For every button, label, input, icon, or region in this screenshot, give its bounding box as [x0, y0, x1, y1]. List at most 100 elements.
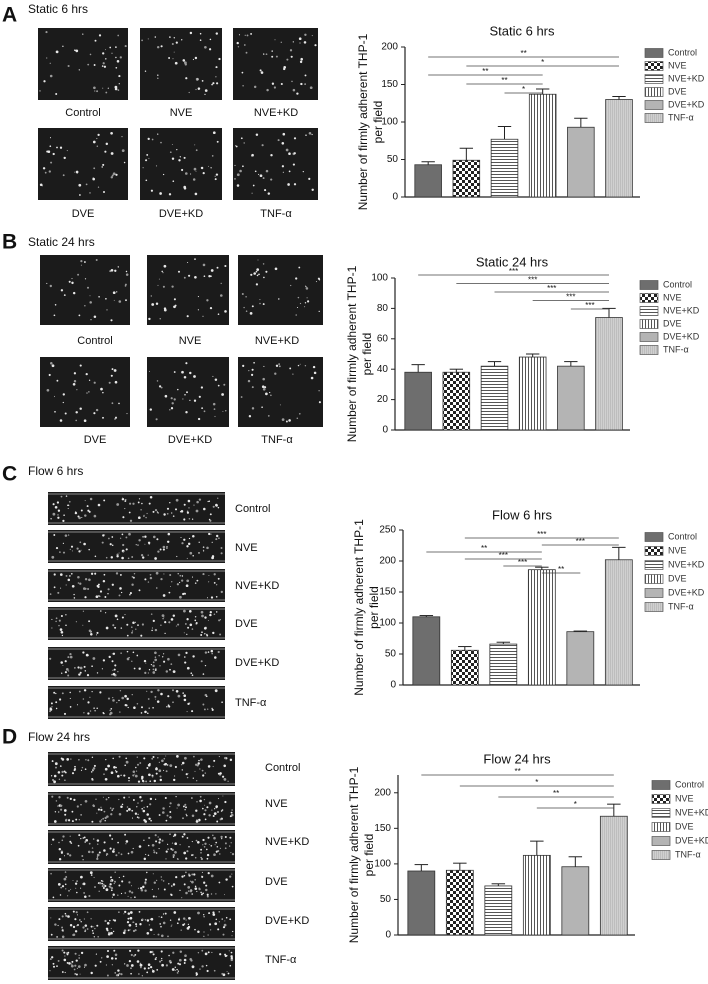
cell-speck: [151, 775, 154, 778]
significance-label: ***: [547, 284, 556, 293]
cell-speck: [69, 835, 71, 837]
cell-speck: [298, 412, 301, 415]
legend-swatch: [644, 61, 664, 71]
cell-speck: [172, 856, 175, 858]
cell-speck: [114, 957, 117, 960]
cell-speck: [144, 878, 147, 881]
cell-speck: [182, 398, 184, 400]
image-label: DVE: [235, 618, 258, 630]
cell-speck: [171, 402, 174, 405]
cell-speck: [57, 959, 60, 962]
micrograph-background: [233, 128, 318, 200]
cell-speck: [163, 264, 167, 268]
cell-speck: [134, 812, 138, 815]
cell-speck: [261, 385, 265, 388]
cell-speck: [116, 774, 120, 778]
cell-speck: [84, 895, 87, 899]
cell-speck: [68, 962, 71, 965]
cell-speck: [145, 853, 147, 855]
cell-speck: [159, 923, 162, 925]
cell-speck: [152, 755, 155, 759]
cell-speck: [143, 515, 145, 517]
cell-speck: [203, 845, 206, 848]
cell-speck: [168, 883, 170, 885]
cell-speck: [184, 394, 186, 396]
cell-speck: [143, 857, 147, 861]
cell-speck: [201, 965, 204, 968]
cell-speck: [78, 516, 81, 520]
cell-speck: [181, 542, 184, 545]
cell-speck: [245, 296, 247, 298]
cell-speck: [259, 69, 262, 72]
cell-speck: [278, 363, 280, 365]
cell-speck: [77, 844, 80, 847]
cell-speck: [66, 852, 70, 856]
cell-speck: [65, 876, 68, 878]
significance-label: ***: [499, 551, 508, 560]
cell-speck: [214, 922, 218, 926]
panel-letter: B: [2, 231, 17, 254]
cell-speck: [78, 314, 81, 317]
cell-speck: [224, 310, 227, 313]
cell-speck: [84, 768, 87, 771]
cell-speck: [213, 836, 216, 840]
cell-speck: [104, 919, 107, 923]
cell-speck: [110, 813, 113, 816]
cell-speck: [188, 846, 190, 848]
cell-speck: [212, 82, 215, 85]
cell-speck: [163, 769, 165, 771]
cell-speck: [146, 919, 150, 922]
cell-speck: [203, 410, 206, 413]
cell-speck: [211, 83, 213, 86]
cell-speck: [217, 577, 220, 580]
cell-speck: [157, 888, 160, 890]
cell-speck: [84, 577, 88, 581]
cell-speck: [138, 911, 141, 913]
cell-speck: [225, 916, 228, 919]
cell-speck: [183, 923, 186, 925]
bar: [527, 569, 556, 686]
cell-speck: [84, 929, 87, 932]
cell-speck: [82, 33, 84, 35]
cell-speck: [110, 957, 114, 960]
cell-speck: [111, 673, 113, 676]
cell-speck: [153, 779, 157, 783]
cell-speck: [180, 536, 182, 539]
y-axis-label: Number of firmly adherent THP-1: [356, 33, 370, 210]
cell-speck: [217, 497, 219, 499]
cell-speck: [111, 544, 114, 547]
bar: [484, 885, 513, 936]
cell-speck: [177, 270, 181, 273]
cell-speck: [251, 305, 254, 308]
cell-speck: [122, 516, 125, 519]
cell-speck: [141, 918, 144, 921]
cell-speck: [81, 516, 83, 519]
cell-speck: [201, 875, 204, 878]
significance-label: **: [482, 67, 488, 76]
cell-speck: [64, 955, 66, 957]
cell-speck: [179, 843, 181, 846]
cell-speck: [255, 270, 258, 273]
cell-speck: [58, 778, 61, 781]
cell-speck: [77, 582, 80, 584]
cell-speck: [78, 819, 80, 821]
cell-speck: [208, 923, 212, 926]
error-bar: [449, 368, 464, 373]
cell-speck: [55, 50, 59, 54]
cell-speck: [191, 893, 193, 895]
cell-speck: [46, 57, 48, 59]
cell-speck: [93, 876, 95, 879]
bar: [566, 631, 595, 686]
cell-speck: [59, 419, 63, 422]
cell-speck: [194, 856, 197, 859]
cell-speck: [55, 92, 58, 96]
cell-speck: [118, 911, 120, 913]
cell-speck: [122, 497, 124, 499]
cell-speck: [124, 500, 127, 502]
cell-speck: [280, 82, 283, 86]
cell-speck: [65, 495, 68, 497]
legend-label: DVE+KD: [663, 331, 700, 341]
cell-speck: [154, 669, 157, 671]
cell-speck: [183, 538, 186, 541]
cell-speck: [209, 613, 212, 617]
